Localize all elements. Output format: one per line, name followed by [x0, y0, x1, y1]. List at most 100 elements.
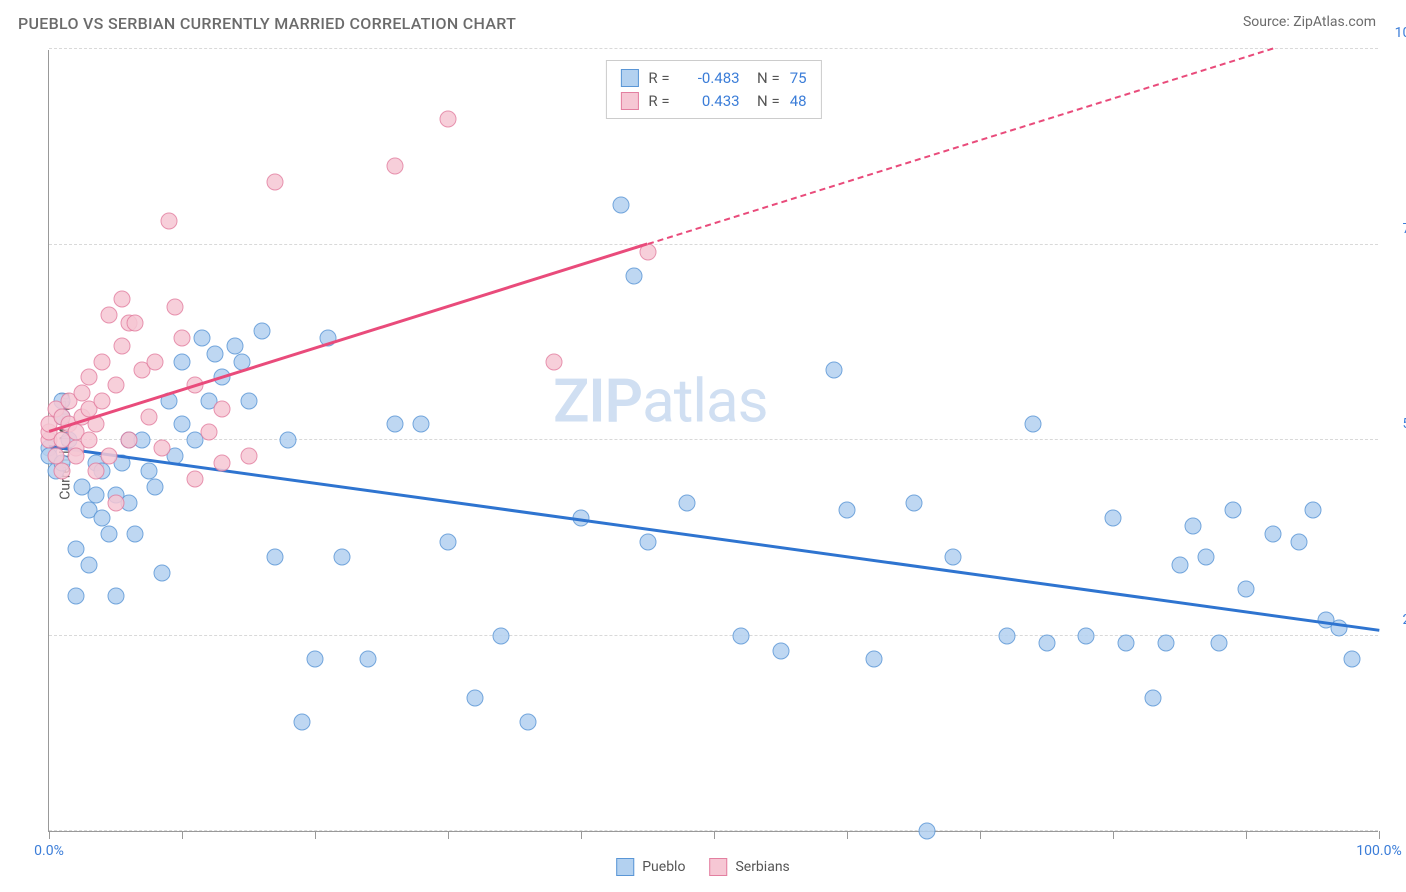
scatter-point [227, 338, 244, 355]
x-tick [714, 831, 715, 839]
scatter-point [87, 486, 104, 503]
y-tick-label: 25.0% [1402, 612, 1406, 628]
scatter-point [905, 494, 922, 511]
scatter-point [100, 306, 117, 323]
scatter-point [140, 463, 157, 480]
chart-area: ZIPatlas R =-0.483 N =75R =0.433 N =48 2… [48, 50, 1378, 832]
x-tick [980, 831, 981, 839]
scatter-point [240, 392, 257, 409]
scatter-point [1078, 627, 1095, 644]
y-tick-label: 50.0% [1402, 416, 1406, 432]
source-link[interactable]: ZipAtlas.com [1293, 14, 1376, 30]
scatter-point [1211, 635, 1228, 652]
scatter-point [160, 213, 177, 230]
stat-r-label: R = [648, 67, 669, 90]
scatter-point [74, 385, 91, 402]
scatter-point [167, 299, 184, 316]
stat-n-label: N = [750, 90, 780, 113]
scatter-point [267, 549, 284, 566]
stat-r-label: R = [648, 90, 669, 113]
scatter-point [114, 338, 131, 355]
scatter-point [120, 432, 137, 449]
gridline [49, 439, 1378, 440]
scatter-point [1264, 525, 1281, 542]
x-tick [1113, 831, 1114, 839]
y-tick-label: 100.0% [1395, 25, 1406, 41]
legend-label: Serbians [735, 859, 789, 875]
scatter-point [1291, 533, 1308, 550]
scatter-point [47, 447, 64, 464]
scatter-point [386, 416, 403, 433]
scatter-point [193, 330, 210, 347]
scatter-point [147, 353, 164, 370]
scatter-point [67, 541, 84, 558]
scatter-point [1184, 518, 1201, 535]
scatter-point [1304, 502, 1321, 519]
scatter-point [1105, 510, 1122, 527]
plot-area: ZIPatlas R =-0.483 N =75R =0.433 N =48 2… [48, 50, 1378, 832]
scatter-point [865, 650, 882, 667]
scatter-point [253, 322, 270, 339]
x-tick [448, 831, 449, 839]
watermark-bold: ZIP [553, 366, 642, 437]
x-tick [581, 831, 582, 839]
scatter-point [293, 713, 310, 730]
legend-item: Serbians [709, 858, 789, 876]
scatter-point [67, 447, 84, 464]
scatter-point [825, 361, 842, 378]
scatter-point [213, 400, 230, 417]
scatter-point [360, 650, 377, 667]
scatter-point [1038, 635, 1055, 652]
chart-container: PUEBLO VS SERBIAN CURRENTLY MARRIED CORR… [0, 0, 1406, 892]
scatter-point [519, 713, 536, 730]
stat-n-value: 48 [790, 90, 807, 113]
scatter-point [174, 353, 191, 370]
scatter-point [187, 471, 204, 488]
x-tick [847, 831, 848, 839]
scatter-point [94, 353, 111, 370]
scatter-point [1158, 635, 1175, 652]
scatter-point [94, 510, 111, 527]
scatter-point [100, 447, 117, 464]
scatter-point [493, 627, 510, 644]
gridline [49, 244, 1378, 245]
scatter-point [1238, 580, 1255, 597]
scatter-point [639, 533, 656, 550]
source-prefix: Source: [1243, 14, 1293, 30]
source-attribution: Source: ZipAtlas.com [1243, 14, 1376, 30]
scatter-point [213, 455, 230, 472]
legend-swatch [709, 858, 727, 876]
scatter-point [1025, 416, 1042, 433]
gridline [49, 635, 1378, 636]
scatter-point [612, 197, 629, 214]
scatter-point [732, 627, 749, 644]
scatter-point [1198, 549, 1215, 566]
legend-label: Pueblo [642, 859, 685, 875]
scatter-point [1344, 650, 1361, 667]
scatter-point [413, 416, 430, 433]
scatter-point [94, 392, 111, 409]
scatter-point [174, 330, 191, 347]
scatter-point [839, 502, 856, 519]
scatter-point [945, 549, 962, 566]
scatter-point [440, 111, 457, 128]
watermark-rest: atlas [642, 366, 767, 437]
scatter-point [140, 408, 157, 425]
stat-r-value: 0.433 [680, 90, 740, 113]
stat-n-label: N = [750, 67, 780, 90]
x-tick-label: 0.0% [34, 843, 64, 859]
x-tick [315, 831, 316, 839]
scatter-point [679, 494, 696, 511]
x-tick [1246, 831, 1247, 839]
scatter-point [386, 158, 403, 175]
scatter-point [333, 549, 350, 566]
scatter-point [1144, 690, 1161, 707]
scatter-point [267, 173, 284, 190]
scatter-point [87, 463, 104, 480]
scatter-point [440, 533, 457, 550]
legend-swatch [620, 92, 638, 110]
scatter-point [200, 424, 217, 441]
chart-title: PUEBLO VS SERBIAN CURRENTLY MARRIED CORR… [18, 14, 516, 33]
scatter-point [1171, 557, 1188, 574]
x-tick [1379, 831, 1380, 839]
